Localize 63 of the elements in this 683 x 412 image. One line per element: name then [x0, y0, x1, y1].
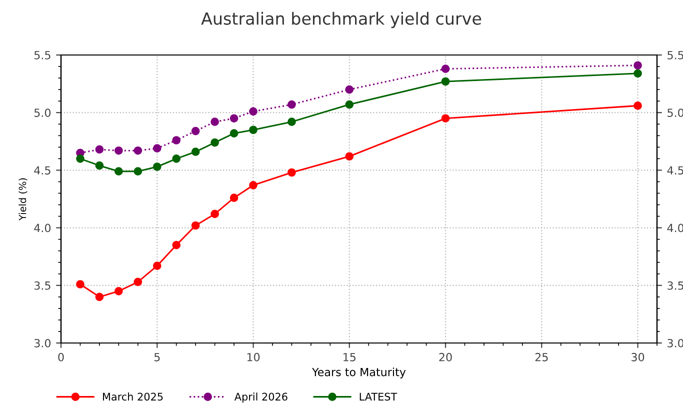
legend-label: March 2025 — [103, 392, 163, 401]
point — [210, 118, 219, 126]
point — [441, 77, 450, 86]
point — [191, 126, 200, 136]
x-tick-label: 25 — [535, 352, 548, 362]
point — [441, 114, 450, 123]
x-tick-label: 5 — [154, 353, 160, 362]
point — [249, 181, 258, 190]
point — [230, 114, 238, 123]
point — [249, 126, 258, 134]
x-axis-title: Years to Maturity — [312, 368, 406, 378]
point — [191, 221, 200, 230]
point — [152, 262, 162, 270]
point — [634, 61, 642, 70]
y2-tick-label: 3.5 — [668, 281, 683, 290]
y-tick-label: 4.0 — [34, 224, 51, 232]
y2-tick-label: 4.5 — [667, 166, 683, 175]
y-tick-label: 5.0 — [34, 108, 51, 117]
point — [345, 152, 354, 161]
point — [95, 161, 104, 170]
point — [76, 280, 84, 288]
x-tick-label: 15 — [344, 353, 356, 362]
point — [441, 64, 450, 73]
legend-label: LATEST — [360, 392, 398, 401]
y-tick-label: 3.5 — [34, 281, 50, 290]
point — [152, 144, 162, 152]
legend-label: April 2026 — [234, 392, 288, 403]
point — [172, 240, 181, 250]
point — [634, 102, 642, 110]
point — [210, 138, 219, 147]
point — [76, 154, 84, 163]
point — [134, 146, 142, 155]
x-tick-label: 30 — [632, 352, 644, 362]
y-tick-label: 3.0 — [34, 338, 51, 348]
point — [634, 69, 642, 78]
point — [134, 278, 142, 286]
y2-tick-label: 5.5 — [668, 51, 683, 60]
point — [210, 210, 219, 218]
point — [114, 167, 123, 176]
point — [95, 292, 104, 302]
y-tick-label: 5.5 — [34, 51, 50, 60]
point — [114, 146, 123, 155]
point — [345, 100, 354, 109]
point — [172, 136, 181, 144]
point — [172, 154, 181, 163]
point — [114, 286, 123, 296]
y-axis-title: Yield (%) — [18, 178, 28, 221]
point — [230, 129, 238, 138]
point — [288, 118, 296, 126]
chart-title: Australian benchmark yield curve — [201, 12, 482, 28]
point — [230, 194, 238, 202]
y-tick-label: 4.5 — [34, 166, 50, 175]
point — [288, 100, 296, 109]
point — [345, 85, 354, 94]
x-tick-label: 20 — [439, 352, 452, 362]
point — [191, 148, 200, 156]
point — [95, 145, 104, 154]
point — [152, 162, 162, 171]
x-tick-label: 10 — [247, 352, 260, 362]
x-tick-label: 0 — [58, 352, 64, 362]
point — [134, 167, 142, 176]
point — [288, 168, 296, 177]
point — [249, 107, 258, 116]
